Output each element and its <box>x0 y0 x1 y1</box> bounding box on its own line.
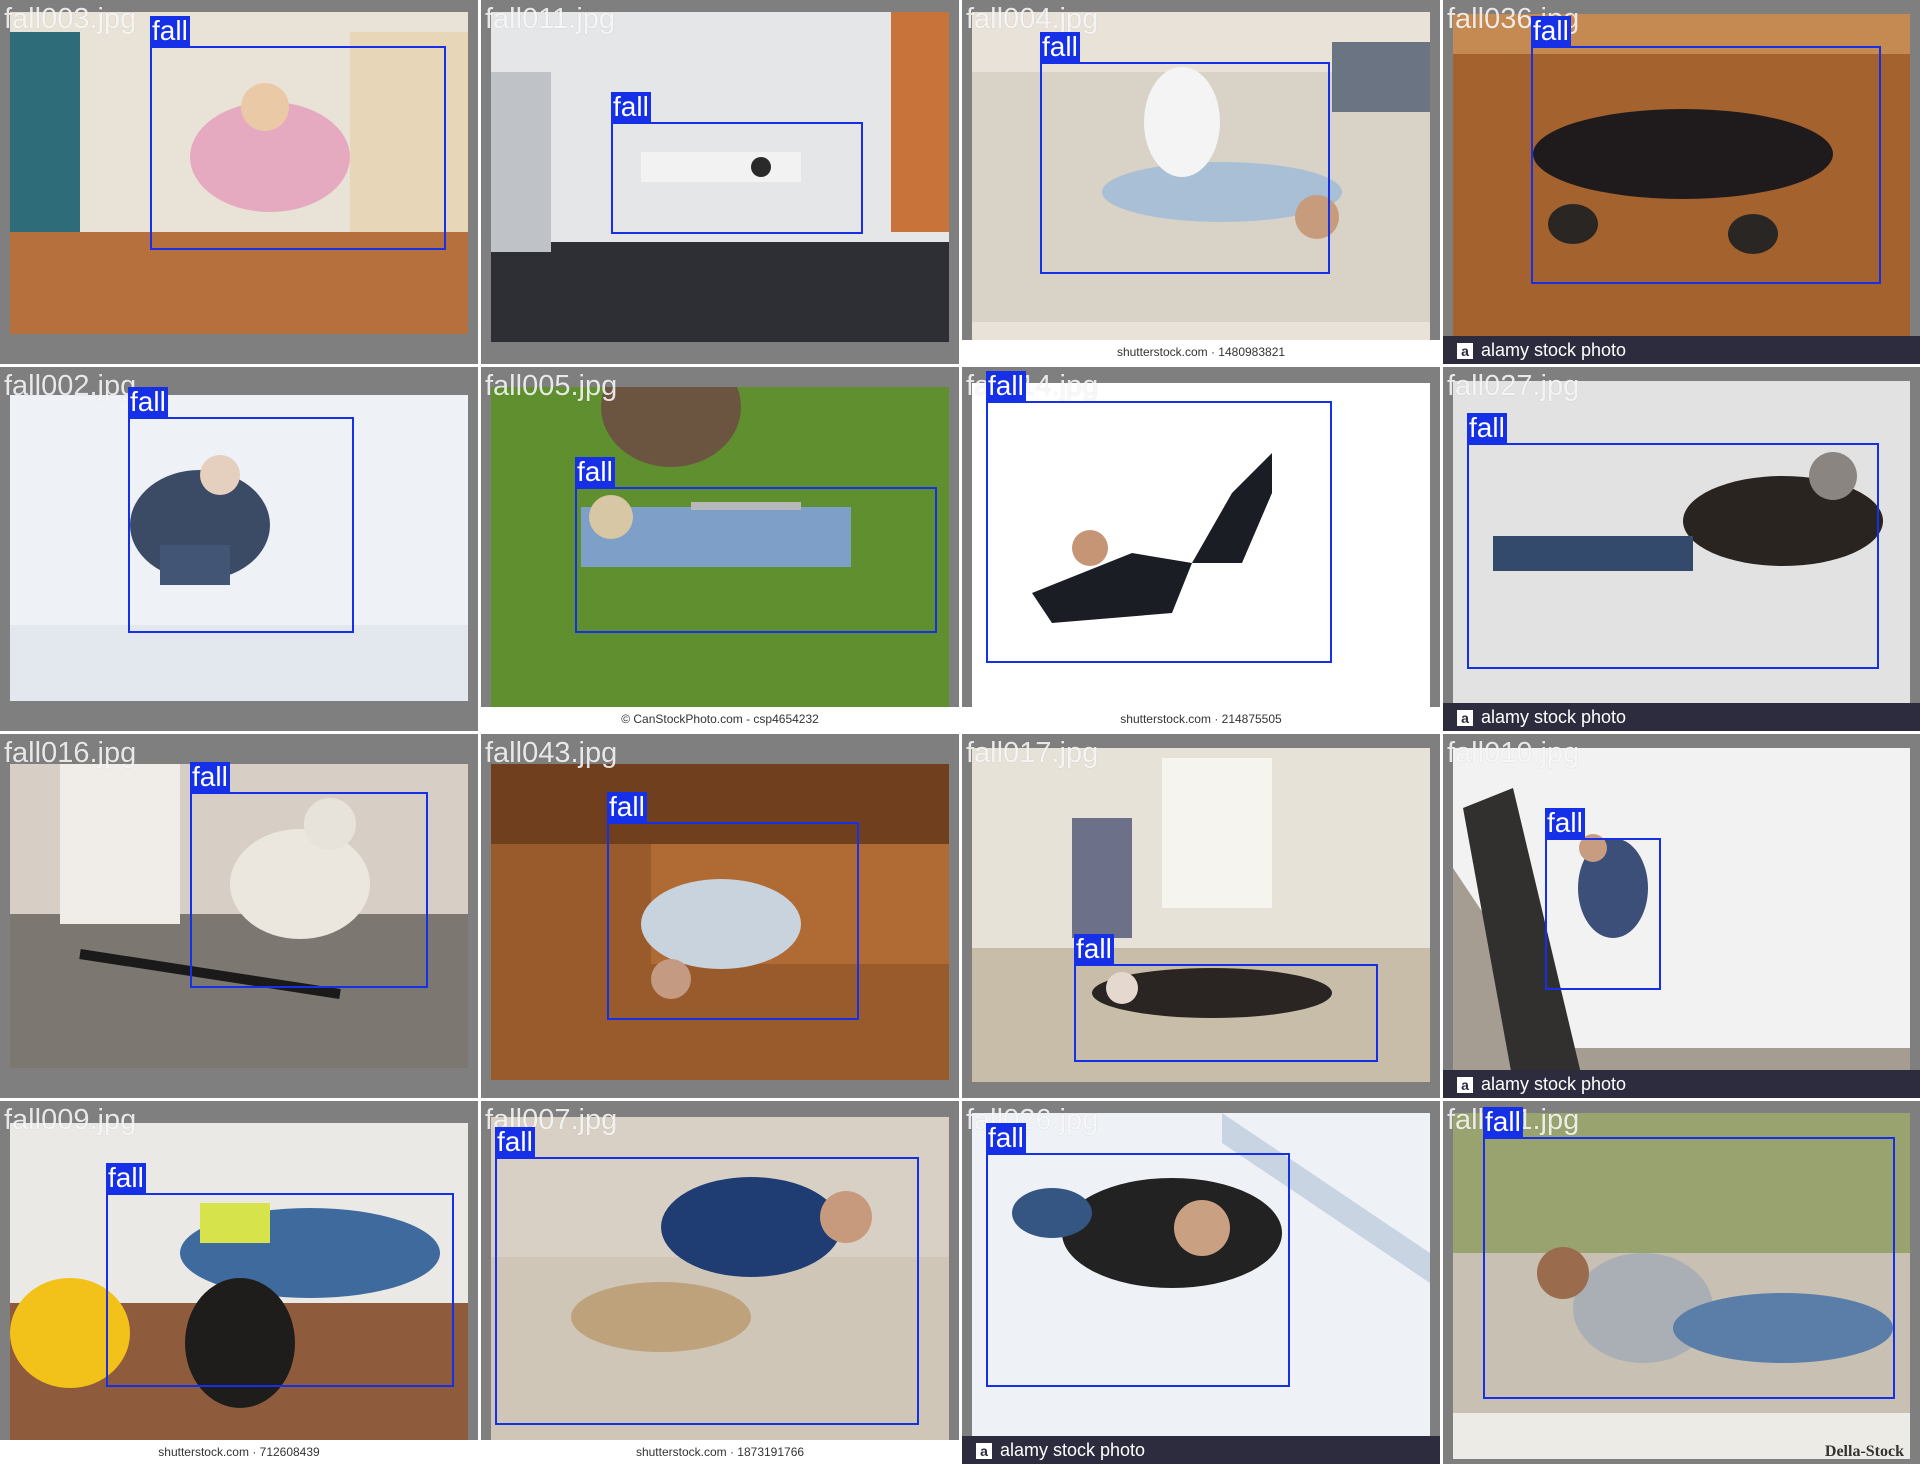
tile-fall043[interactable]: fall043.jpg fall <box>481 734 959 1098</box>
detection-label: fall <box>607 791 647 822</box>
tile-fall017[interactable]: fall017.jpg fall <box>962 734 1440 1098</box>
tile-fall027[interactable]: a alamy stock photo fall027.jpg fall <box>1443 367 1920 731</box>
tile-fall010[interactable]: a alamy stock photo fall010.jpg fall <box>1443 734 1920 1098</box>
image-filename: fall004.jpg <box>966 3 1099 35</box>
tile-fall011[interactable]: fall011.jpg fall <box>481 0 959 364</box>
detection-label: fall <box>575 456 615 487</box>
photo <box>10 395 468 701</box>
photo <box>491 12 949 342</box>
detection-box <box>607 822 859 1020</box>
detection-label: fall <box>611 91 651 122</box>
image-filename: fall002.jpg <box>4 370 137 402</box>
detection-box <box>1545 838 1661 990</box>
photo <box>1453 381 1910 715</box>
alamy-logo-icon: a <box>1457 343 1473 360</box>
watermark: Della-Stock <box>1824 1443 1904 1460</box>
watermark-text: alamy stock photo <box>1481 340 1627 360</box>
detection-label: fall <box>495 1126 535 1157</box>
photo <box>491 387 949 713</box>
watermark: a alamy stock photo <box>1443 336 1920 364</box>
photo <box>972 1113 1430 1459</box>
photo <box>491 764 949 1080</box>
alamy-logo-icon: a <box>1457 1077 1473 1094</box>
photo <box>972 748 1430 1082</box>
detection-label: fall <box>986 1122 1026 1153</box>
photo <box>972 12 1430 346</box>
photo <box>1453 14 1910 348</box>
detection-label: fall <box>150 15 190 46</box>
detection-label: fall <box>1074 933 1114 964</box>
watermark: shutterstock.com · 1480983821 <box>962 340 1440 364</box>
detection-box <box>986 1153 1290 1387</box>
image-filename: fall011.jpg <box>485 3 616 35</box>
detection-box <box>611 122 863 234</box>
watermark: a alamy stock photo <box>1443 703 1920 731</box>
image-filename: fall027.jpg <box>1447 370 1580 402</box>
tile-fall003[interactable]: fall003.jpg fall <box>0 0 478 364</box>
detection-label: fall <box>986 370 1026 401</box>
tile-fall004[interactable]: shutterstock.com · 1480983821 fall004.jp… <box>962 0 1440 364</box>
watermark: shutterstock.com · 1873191766 <box>481 1440 959 1464</box>
image-filename: fall016.jpg <box>4 737 137 769</box>
detection-label: fall <box>190 761 230 792</box>
tile-fall001[interactable]: Della-Stock fall001.jpg fall <box>1443 1101 1920 1464</box>
photo <box>972 383 1430 713</box>
photo <box>1453 748 1910 1082</box>
tile-fall016[interactable]: fall016.jpg fall <box>0 734 478 1098</box>
watermark-text: alamy stock photo <box>1481 1074 1627 1094</box>
tile-fall002[interactable]: fall002.jpg fall <box>0 367 478 731</box>
watermark: shutterstock.com · 712608439 <box>0 1440 478 1464</box>
tile-fall014[interactable]: shutterstock.com · 214875505 fall014.jpg… <box>962 367 1440 731</box>
detection-box <box>575 487 937 633</box>
tile-fall009[interactable]: shutterstock.com · 712608439 fall009.jpg… <box>0 1101 478 1464</box>
image-filename: fall003.jpg <box>4 3 137 35</box>
detection-label: fall <box>1467 412 1507 443</box>
detection-box <box>1483 1137 1895 1399</box>
watermark: a alamy stock photo <box>1443 1070 1920 1098</box>
detection-label: fall <box>1483 1106 1523 1137</box>
image-filename: fall043.jpg <box>485 737 618 769</box>
detection-box <box>495 1157 919 1425</box>
image-filename: fall009.jpg <box>4 1104 137 1136</box>
alamy-logo-icon: a <box>1457 710 1473 727</box>
image-filename: fall017.jpg <box>966 737 1099 769</box>
detection-box <box>1467 443 1879 669</box>
photo <box>491 1117 949 1459</box>
watermark: a alamy stock photo <box>962 1436 1440 1464</box>
detection-box <box>150 46 446 250</box>
detection-label: fall <box>128 386 168 417</box>
detection-label: fall <box>1040 31 1080 62</box>
watermark: shutterstock.com · 214875505 <box>962 707 1440 731</box>
photo <box>10 1123 468 1459</box>
detection-label: fall <box>106 1162 146 1193</box>
photo <box>1453 1113 1910 1459</box>
detection-box <box>1040 62 1330 274</box>
detection-label: fall <box>1545 807 1585 838</box>
detection-box <box>986 401 1332 663</box>
detection-box <box>190 792 428 988</box>
watermark: © CanStockPhoto.com - csp4654232 <box>481 707 959 731</box>
tile-fall036[interactable]: a alamy stock photo fall036.jpg fall <box>1443 0 1920 364</box>
detection-box <box>106 1193 454 1387</box>
image-filename: fall010.jpg <box>1447 737 1580 769</box>
watermark-text: alamy stock photo <box>1000 1440 1146 1460</box>
detection-box <box>1531 46 1881 284</box>
tile-fall007[interactable]: shutterstock.com · 1873191766 fall007.jp… <box>481 1101 959 1464</box>
watermark-text: alamy stock photo <box>1481 707 1627 727</box>
detection-box <box>128 417 354 633</box>
detection-label: fall <box>1531 15 1571 46</box>
tile-fall005[interactable]: © CanStockPhoto.com - csp4654232 fall005… <box>481 367 959 731</box>
photo <box>10 764 468 1068</box>
detection-box <box>1074 964 1378 1062</box>
tile-fall026[interactable]: a alamy stock photo fall026.jpg fall <box>962 1101 1440 1464</box>
alamy-logo-icon: a <box>976 1443 992 1460</box>
image-filename: fall005.jpg <box>485 370 618 402</box>
